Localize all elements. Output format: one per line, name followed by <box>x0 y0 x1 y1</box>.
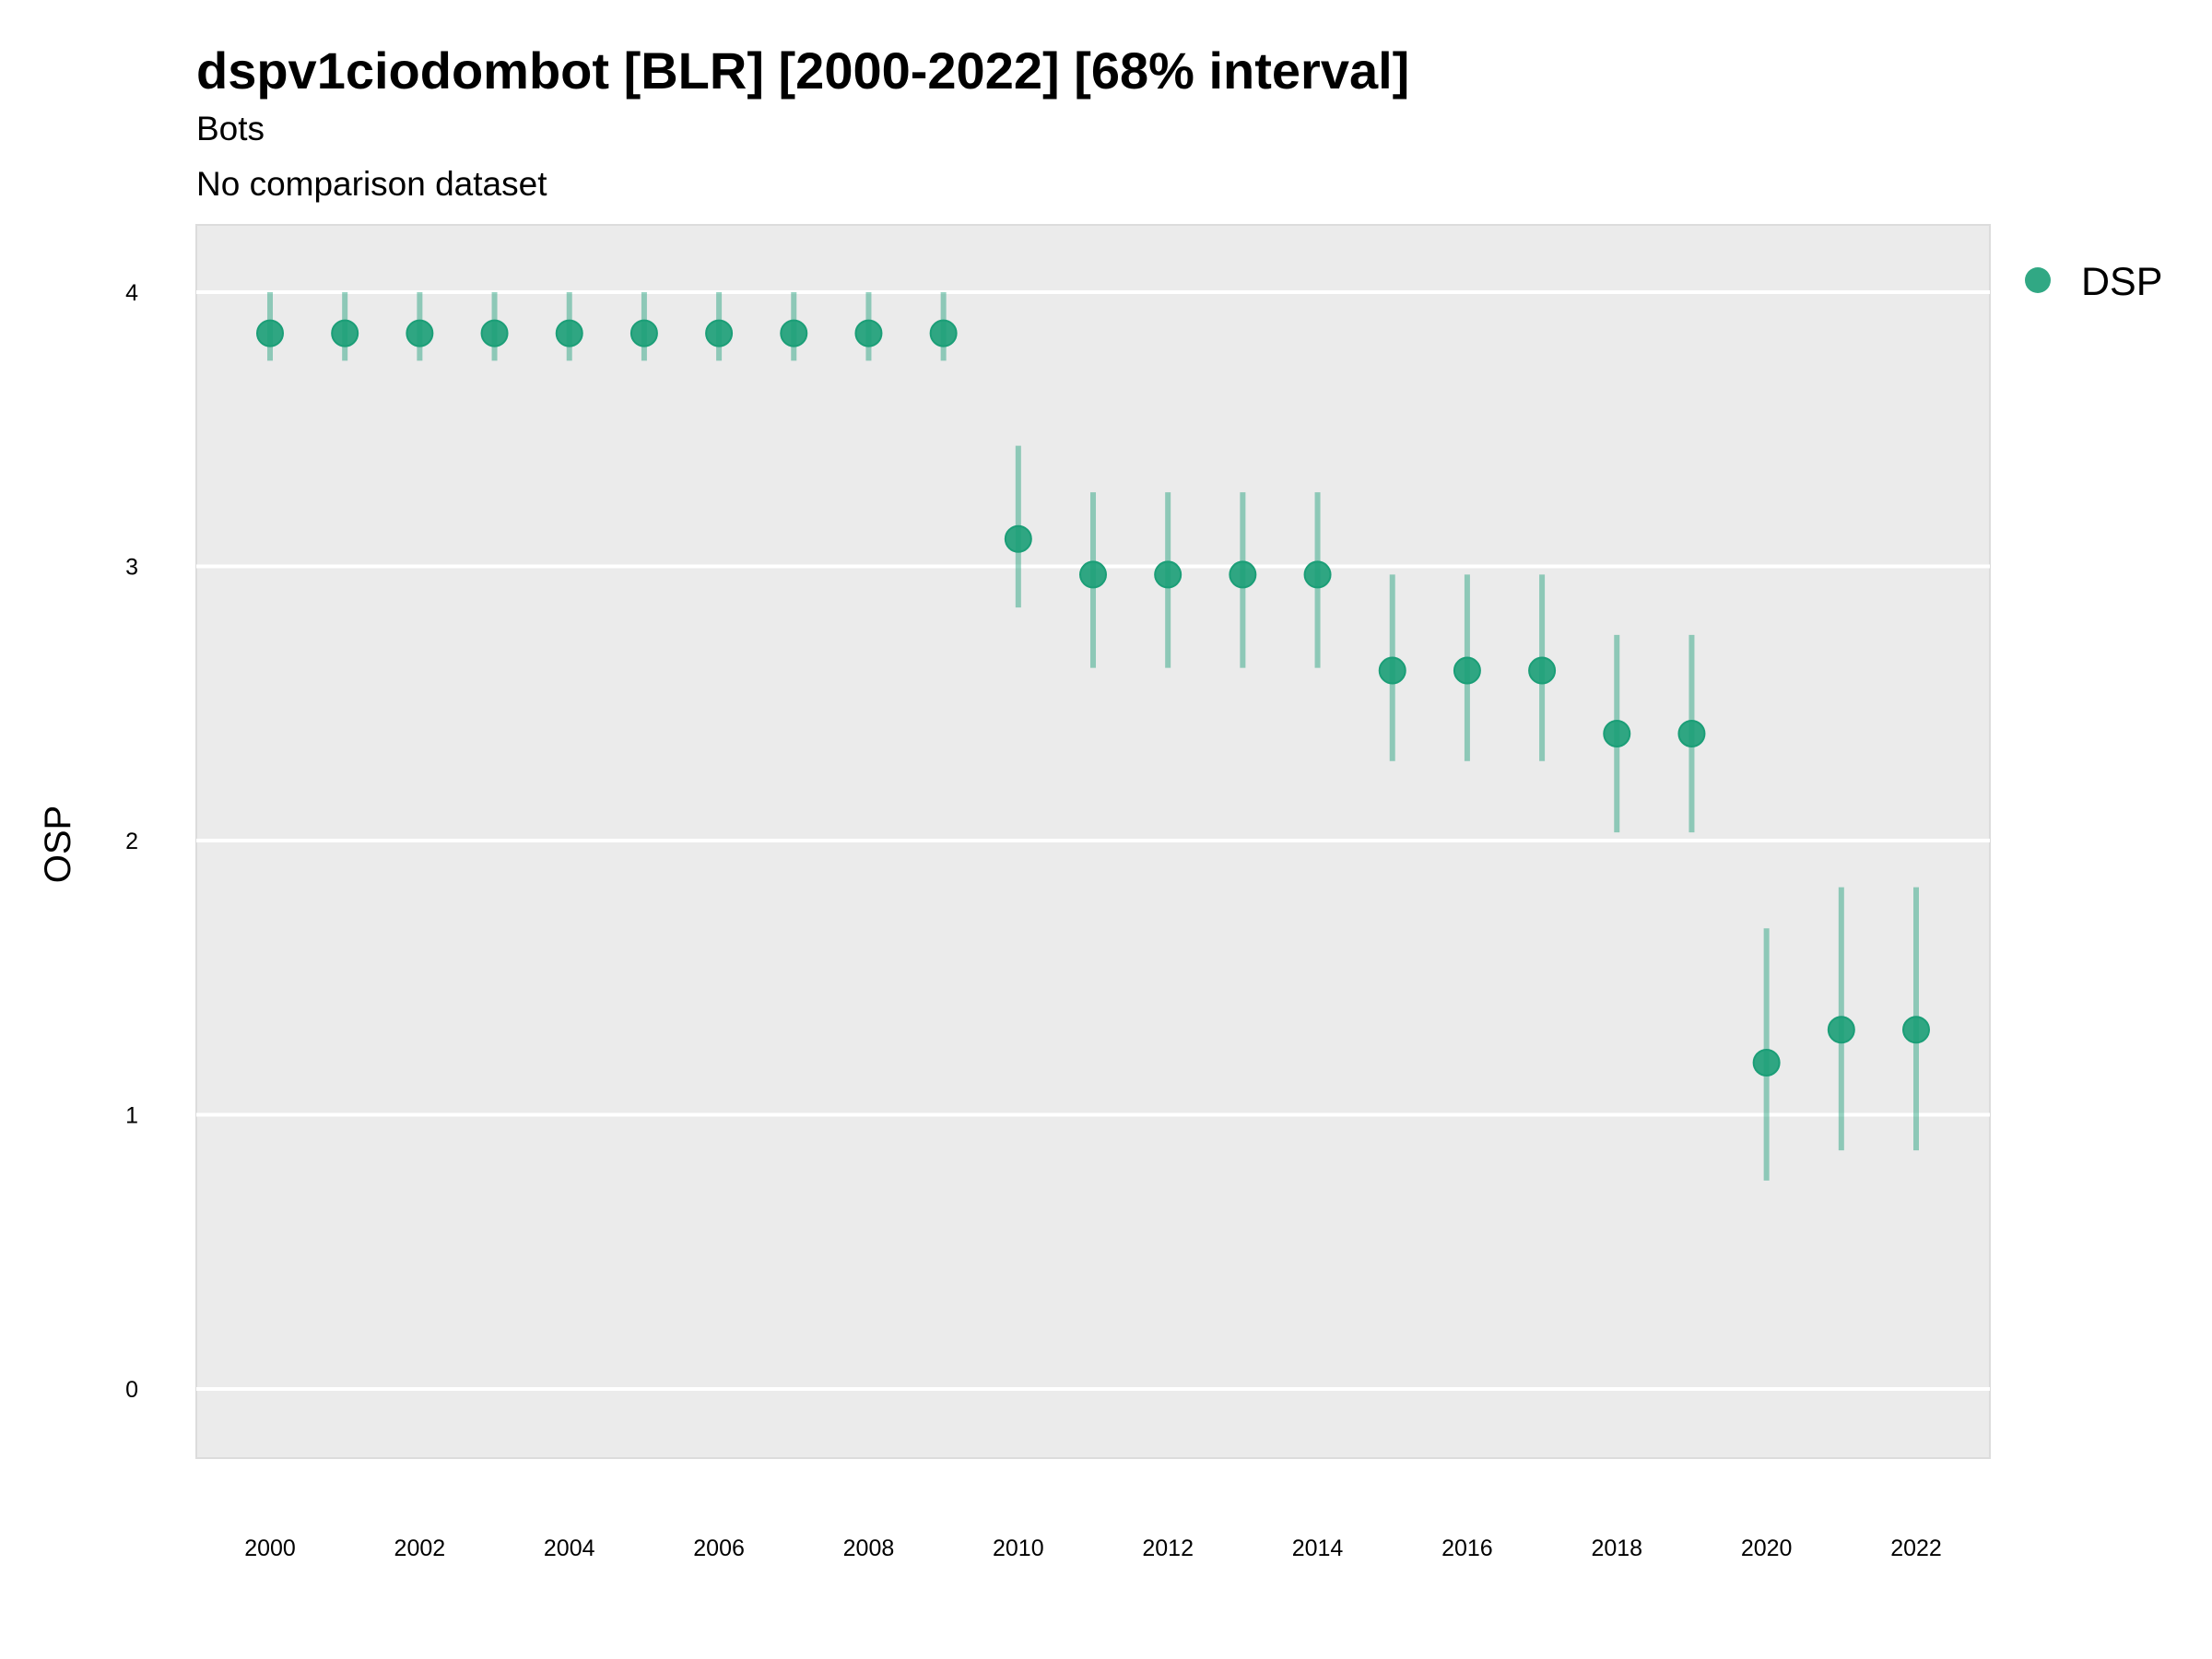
data-point <box>1453 656 1481 685</box>
data-point <box>705 319 734 347</box>
legend-marker-dsp <box>2025 267 2051 293</box>
data-point <box>1303 560 1332 589</box>
x-tick-label: 2010 <box>993 1535 1044 1561</box>
data-point <box>854 319 883 347</box>
data-point <box>480 319 509 347</box>
data-point <box>406 319 434 347</box>
x-tick-label: 2006 <box>693 1535 745 1561</box>
data-point <box>780 319 808 347</box>
data-point <box>1079 560 1107 589</box>
chart-title: dspv1ciodombot [BLR] [2000-2022] [68% in… <box>196 41 1409 100</box>
x-tick-label: 2016 <box>1441 1535 1493 1561</box>
data-point <box>929 319 958 347</box>
x-tick-label: 2004 <box>544 1535 595 1561</box>
data-point <box>1603 719 1631 747</box>
data-point <box>1154 560 1182 589</box>
chart-caption: No comparison dataset <box>196 165 547 203</box>
data-point <box>1827 1016 1855 1044</box>
data-point <box>1752 1048 1781 1077</box>
y-tick-label: 1 <box>125 1103 138 1129</box>
x-tick-label: 2002 <box>394 1535 446 1561</box>
chart-subtitle: Bots <box>196 110 265 147</box>
x-tick-label: 2020 <box>1741 1535 1793 1561</box>
y-tick-label: 2 <box>125 829 138 854</box>
y-tick-label: 3 <box>125 555 138 581</box>
data-point <box>1902 1016 1930 1044</box>
x-tick-label: 2008 <box>843 1535 895 1561</box>
x-tick-label: 2022 <box>1890 1535 1942 1561</box>
data-point <box>555 319 583 347</box>
y-tick-label: 0 <box>125 1377 138 1403</box>
data-point <box>1677 719 1706 747</box>
data-point <box>331 319 359 347</box>
legend-label-dsp: DSP <box>2081 260 2162 304</box>
x-tick-label: 2018 <box>1591 1535 1642 1561</box>
data-point <box>256 319 284 347</box>
x-tick-label: 2014 <box>1292 1535 1344 1561</box>
data-point <box>629 319 658 347</box>
data-point <box>1004 524 1032 553</box>
legend: DSP <box>2025 260 2162 304</box>
y-tick-label: 4 <box>125 280 138 306</box>
data-point <box>1528 656 1557 685</box>
x-tick-label: 2012 <box>1142 1535 1194 1561</box>
x-tick-label: 2000 <box>244 1535 296 1561</box>
data-point <box>1378 656 1406 685</box>
y-axis-label: OSP <box>38 806 78 883</box>
data-point <box>1229 560 1257 589</box>
